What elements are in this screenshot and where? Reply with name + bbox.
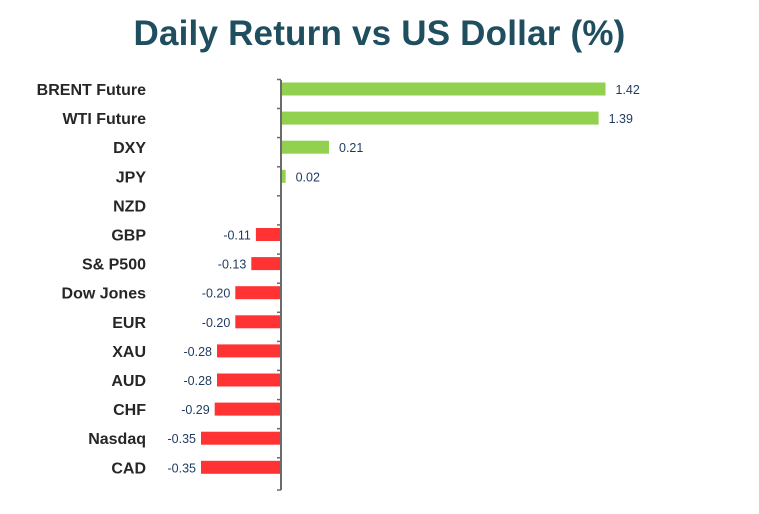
bar-negative xyxy=(255,228,281,241)
data-label: 1.42 xyxy=(616,83,640,97)
bar-positive xyxy=(281,140,329,154)
data-label: -0.35 xyxy=(168,432,197,446)
category-label: DXY xyxy=(113,140,146,157)
category-label: BRENT Future xyxy=(37,82,146,99)
bar-positive xyxy=(281,169,286,183)
category-labels: BRENT Future WTI Future DXY JPY NZD GBP S& P50… xyxy=(37,82,147,477)
category-label: WTI Future xyxy=(62,111,146,128)
bar-negative xyxy=(235,315,281,329)
bar-positive xyxy=(281,82,606,96)
data-label: -0.13 xyxy=(218,258,247,272)
data-label: 0.21 xyxy=(339,141,363,155)
bar-negative xyxy=(235,286,281,300)
bars-layer xyxy=(201,82,606,474)
category-label: GBP xyxy=(111,228,146,245)
data-label: -0.28 xyxy=(184,345,213,359)
category-label: JPY xyxy=(116,169,147,186)
category-label: AUD xyxy=(111,373,146,390)
category-label: CAD xyxy=(111,460,146,477)
category-label: CHF xyxy=(113,402,146,419)
data-labels: 1.42 1.39 0.21 0.02 -0.11 -0.13 -0.20 -0.20 -0.2… xyxy=(168,83,640,475)
bar-negative xyxy=(217,373,281,387)
bar-negative xyxy=(201,431,281,445)
data-label: -0.28 xyxy=(184,374,213,388)
data-label: -0.35 xyxy=(168,461,197,475)
data-label: -0.11 xyxy=(223,229,251,243)
category-label: EUR xyxy=(112,315,146,332)
category-label: Dow Jones xyxy=(62,286,147,303)
value-axis xyxy=(277,78,282,491)
bar-negative xyxy=(214,402,281,416)
category-label: XAU xyxy=(112,344,146,361)
chart-title: Daily Return vs US Dollar (%) xyxy=(133,14,626,53)
bar-negative xyxy=(251,257,281,271)
bar-negative xyxy=(217,344,281,358)
category-label: NZD xyxy=(113,198,146,215)
category-label: S& P500 xyxy=(82,257,146,274)
category-label: Nasdaq xyxy=(88,431,146,448)
data-label: -0.20 xyxy=(202,287,231,301)
data-label: 1.39 xyxy=(609,112,633,126)
data-label: -0.20 xyxy=(202,316,231,330)
bar-negative xyxy=(201,460,281,474)
data-label: -0.29 xyxy=(181,403,210,417)
bar-positive xyxy=(281,111,599,125)
data-label: 0.02 xyxy=(296,170,320,184)
